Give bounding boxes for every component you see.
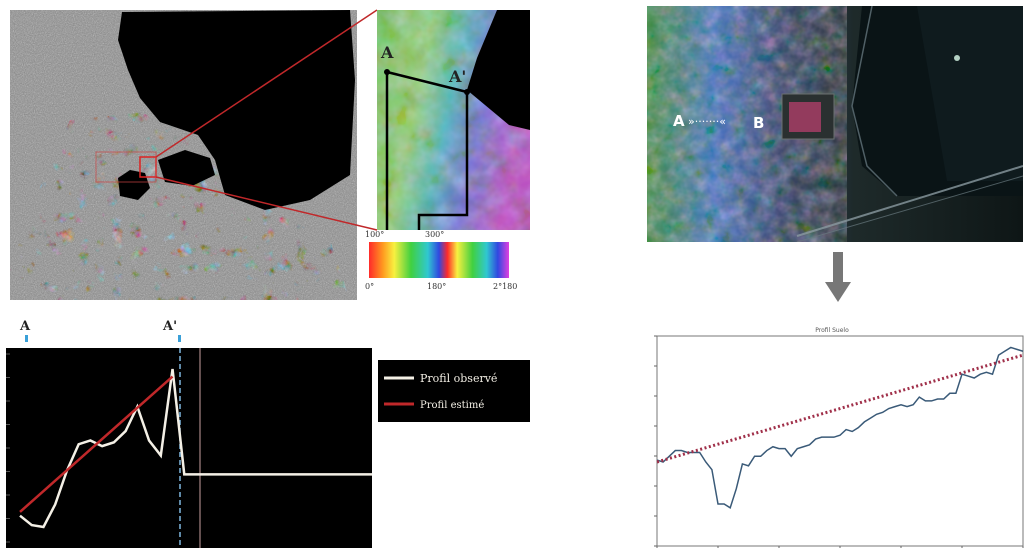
scale-top-label-1: 100°: [365, 230, 384, 239]
down-arrow-icon: [825, 252, 851, 302]
series-line-observed: [19, 368, 372, 529]
inset-image: A A': [377, 10, 530, 230]
scale-bottom-label-2: 180°: [427, 282, 446, 291]
aerial-image: A »·······« B: [647, 6, 1023, 242]
legend-label-estimated: Profil estimé: [420, 400, 484, 411]
right-chart-title: Profil Suelo: [815, 327, 849, 334]
right-plot-frame: [656, 335, 1024, 547]
transect-arrow: »·······«: [688, 115, 726, 128]
inset-connector-lines: [155, 9, 378, 231]
inset-label-a: A: [380, 43, 394, 62]
profile-label-a-prime: A': [162, 319, 177, 334]
series-line-estimated: [19, 375, 174, 513]
scale-top-label-2: 300°: [425, 230, 444, 239]
transect-label-a: A: [673, 112, 685, 130]
left-plot-background: [6, 348, 372, 548]
color-scale: 100° 300° 0° 180° 2°180: [365, 228, 530, 292]
series-line-observed-right: [656, 346, 1024, 509]
hue-bar: [369, 242, 509, 278]
scale-bottom-label-3: 2°180: [493, 282, 517, 291]
left-profile-chart: A A': [0, 312, 380, 548]
left-legend: Profil observé Profil estimé: [378, 360, 530, 422]
inset-transect-line: [386, 70, 469, 230]
right-profile-chart: Profil Suelo: [640, 322, 1024, 548]
scale-bottom-label-1: 0°: [365, 282, 374, 291]
sar-image: [10, 10, 357, 300]
transect-label-b: B: [753, 114, 764, 132]
profile-label-a: A: [19, 319, 31, 334]
legend-label-observed: Profil observé: [420, 372, 497, 385]
inset-label-a-prime: A': [448, 67, 466, 86]
series-line-estimated-right: [656, 353, 1024, 464]
